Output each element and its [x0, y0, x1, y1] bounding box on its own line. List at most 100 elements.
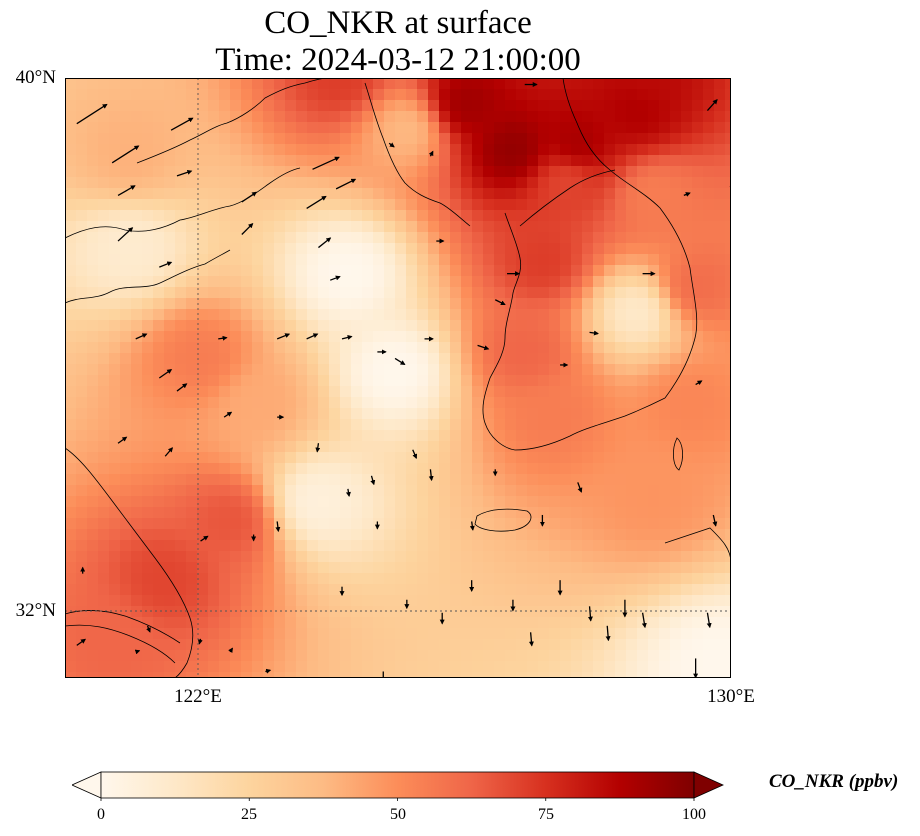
field-cell — [186, 419, 198, 431]
field-cell — [131, 562, 143, 574]
field-cell — [153, 320, 165, 332]
field-cell — [538, 353, 550, 365]
field-cell — [373, 551, 385, 563]
field-cell — [142, 375, 154, 387]
field-cell — [417, 375, 429, 387]
field-cell — [582, 155, 594, 167]
field-cell — [549, 617, 561, 629]
field-cell — [208, 672, 220, 678]
field-cell — [263, 364, 275, 376]
field-cell — [340, 628, 352, 640]
field-cell — [538, 496, 550, 508]
field-cell — [626, 584, 638, 596]
field-cell — [406, 441, 418, 453]
field-cell — [329, 364, 341, 376]
field-cell — [527, 518, 539, 530]
field-cell — [241, 232, 253, 244]
field-cell — [395, 122, 407, 134]
field-cell — [307, 639, 319, 651]
field-cell — [615, 463, 627, 475]
field-cell — [340, 408, 352, 420]
field-cell — [593, 485, 605, 497]
field-cell — [175, 584, 187, 596]
field-cell — [351, 507, 363, 519]
field-cell — [461, 397, 473, 409]
field-cell — [241, 408, 253, 420]
field-cell — [703, 419, 715, 431]
field-cell — [472, 628, 484, 640]
field-cell — [307, 518, 319, 530]
field-cell — [76, 342, 88, 354]
field-cell — [450, 342, 462, 354]
field-cell — [483, 144, 495, 156]
field-cell — [109, 595, 121, 607]
field-cell — [153, 298, 165, 310]
field-cell — [109, 320, 121, 332]
field-cell — [461, 551, 473, 563]
field-cell — [197, 188, 209, 200]
field-cell — [219, 364, 231, 376]
field-cell — [373, 331, 385, 343]
field-cell — [417, 133, 429, 145]
field-cell — [373, 265, 385, 277]
field-cell — [648, 650, 660, 662]
field-cell — [65, 551, 77, 563]
field-cell — [516, 529, 528, 541]
field-cell — [604, 386, 616, 398]
field-cell — [626, 628, 638, 640]
field-cell — [318, 188, 330, 200]
field-cell — [593, 309, 605, 321]
field-cell — [120, 496, 132, 508]
field-cell — [626, 89, 638, 101]
field-cell — [373, 221, 385, 233]
field-cell — [681, 507, 693, 519]
field-cell — [406, 287, 418, 299]
field-cell — [527, 287, 539, 299]
field-cell — [417, 342, 429, 354]
field-cell — [417, 661, 429, 673]
field-cell — [186, 298, 198, 310]
field-cell — [208, 298, 220, 310]
field-cell — [461, 595, 473, 607]
field-cell — [725, 265, 731, 277]
field-cell — [549, 584, 561, 596]
field-cell — [703, 320, 715, 332]
field-cell — [395, 166, 407, 178]
field-cell — [109, 529, 121, 541]
field-cell — [109, 111, 121, 123]
field-cell — [131, 276, 143, 288]
coastline-korea-south — [514, 397, 666, 451]
field-cell — [197, 639, 209, 651]
field-cell — [681, 320, 693, 332]
field-cell — [725, 551, 731, 563]
field-cell — [670, 155, 682, 167]
field-cell — [76, 221, 88, 233]
field-cell — [670, 342, 682, 354]
field-cell — [626, 540, 638, 552]
field-cell — [703, 254, 715, 266]
field-cell — [692, 166, 704, 178]
field-cell — [538, 199, 550, 211]
field-cell — [307, 210, 319, 222]
field-cell — [725, 89, 731, 101]
field-cell — [428, 155, 440, 167]
field-cell — [252, 386, 264, 398]
field-cell — [230, 243, 242, 255]
field-cell — [208, 474, 220, 486]
field-cell — [549, 518, 561, 530]
field-cell — [186, 254, 198, 266]
field-cell — [703, 232, 715, 244]
field-cell — [197, 199, 209, 211]
field-cell — [725, 254, 731, 266]
field-cell — [395, 364, 407, 376]
field-cell — [230, 430, 242, 442]
field-cell — [538, 452, 550, 464]
field-cell — [340, 243, 352, 255]
field-cell — [560, 639, 572, 651]
field-cell — [505, 177, 517, 189]
field-cell — [615, 89, 627, 101]
field-cell — [604, 441, 616, 453]
field-cell — [373, 529, 385, 541]
field-cell — [659, 331, 671, 343]
field-cell — [593, 562, 605, 574]
